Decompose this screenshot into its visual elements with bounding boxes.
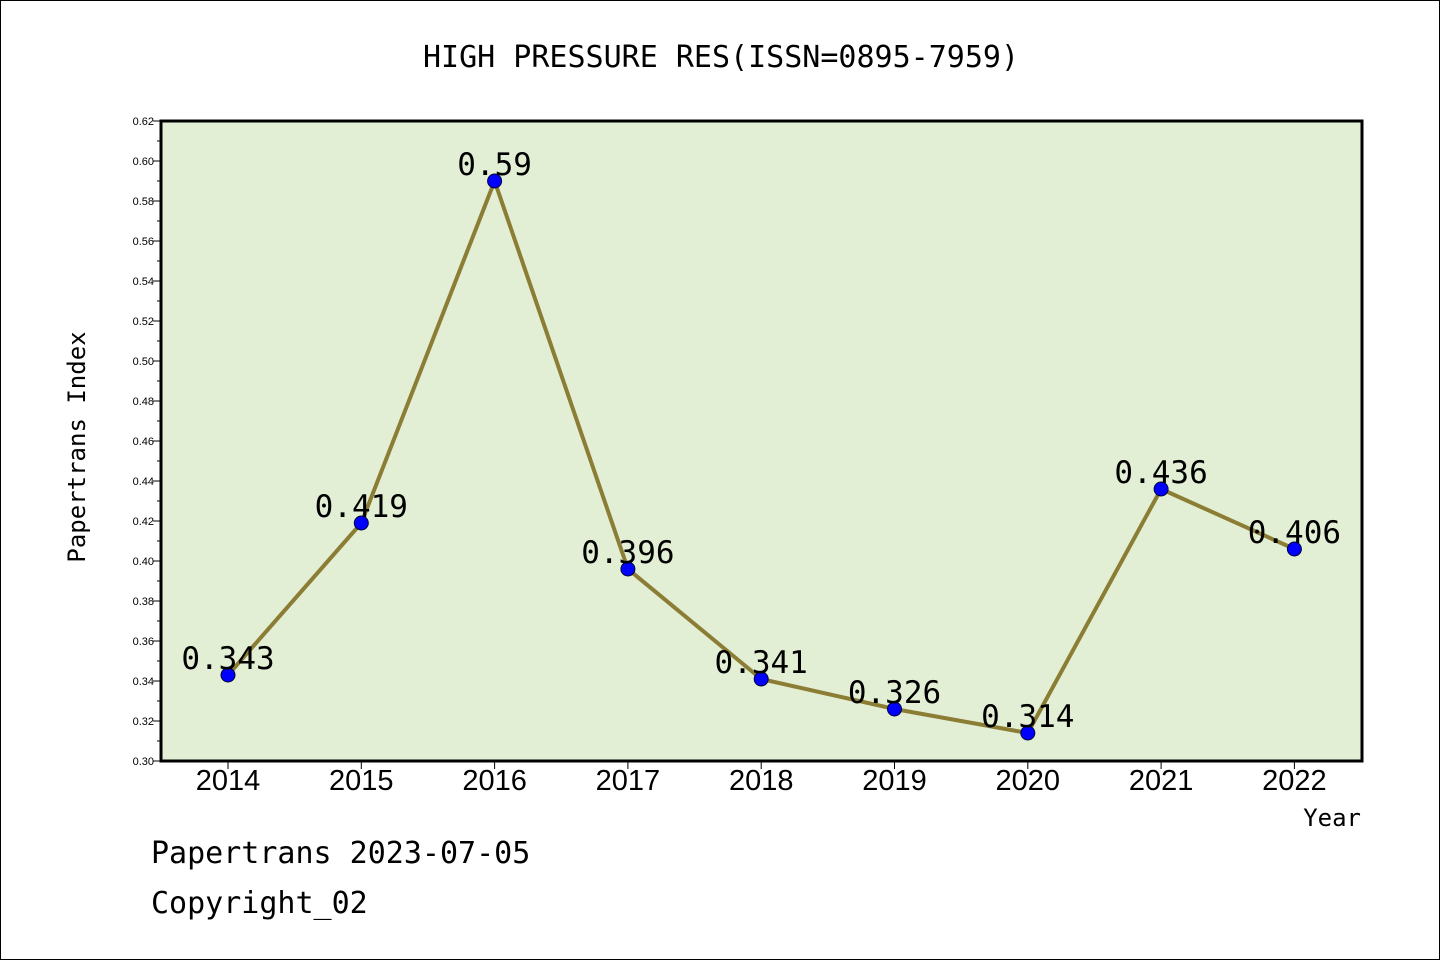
x-tick-label: 2016 xyxy=(462,765,527,797)
x-tick-label: 2022 xyxy=(1262,765,1327,797)
x-tick-label: 2017 xyxy=(596,765,661,797)
chart-title: HIGH PRESSURE RES(ISSN=0895-7959) xyxy=(423,40,1019,75)
y-axis: 0.30 0.32 0.34 0.36 0.38 0.40 0.42 0.44 0.46 0.48… xyxy=(133,116,161,768)
data-point xyxy=(220,667,236,683)
x-tick-label: 2020 xyxy=(996,765,1061,797)
data-label: 0.406 xyxy=(1248,515,1341,551)
data-label: 0.396 xyxy=(581,535,674,571)
data-label: 0.341 xyxy=(715,645,808,681)
x-axis: 2014 2015 2016 2017 2018 2019 2020 2021 2022 xyxy=(196,761,1327,797)
x-tick-label: 2019 xyxy=(862,765,927,797)
data-label: 0.59 xyxy=(457,147,532,183)
data-markers xyxy=(220,173,1302,741)
data-point xyxy=(1020,725,1036,741)
y-tick-label: 0.62 xyxy=(133,116,154,128)
data-label: 0.326 xyxy=(848,675,941,711)
footer-date: Papertrans 2023-07-05 xyxy=(151,836,531,871)
x-tick-label: 2014 xyxy=(196,765,261,797)
y-tick-label: 0.60 xyxy=(133,156,154,168)
footer-copyright: Copyright_02 xyxy=(151,886,368,921)
data-label: 0.343 xyxy=(181,641,274,677)
y-tick-label: 0.32 xyxy=(133,716,154,728)
y-tick-label: 0.50 xyxy=(133,356,154,368)
y-tick-label: 0.58 xyxy=(133,196,154,208)
plot-area xyxy=(159,119,1364,763)
data-label: 0.314 xyxy=(981,699,1074,735)
data-point xyxy=(887,701,902,717)
data-point xyxy=(353,515,369,531)
y-tick-label: 0.34 xyxy=(133,676,154,688)
data-point xyxy=(487,173,503,189)
y-axis-title: Papertrans Index xyxy=(63,331,91,562)
y-tick-label: 0.36 xyxy=(133,636,154,648)
data-labels: 0.343 0.419 0.59 0.396 0.341 0.326 0.314 0.436 0… xyxy=(181,147,1341,735)
x-tick-label: 2018 xyxy=(729,765,794,797)
data-point xyxy=(1153,481,1169,497)
x-tick-label: 2021 xyxy=(1129,765,1194,797)
y-tick-label: 0.30 xyxy=(133,756,154,768)
y-tick-label: 0.44 xyxy=(133,476,154,488)
y-tick-label: 0.38 xyxy=(133,596,154,608)
data-label: 0.419 xyxy=(315,489,408,525)
y-tick-label: 0.48 xyxy=(133,396,154,408)
y-tick-label: 0.56 xyxy=(133,236,154,248)
data-point xyxy=(753,671,769,687)
x-tick-label: 2015 xyxy=(329,765,394,797)
y-tick-label: 0.52 xyxy=(133,316,154,328)
data-point xyxy=(620,561,636,577)
x-axis-title: Year xyxy=(1303,804,1361,832)
data-point xyxy=(1286,541,1302,557)
y-tick-label: 0.54 xyxy=(133,276,154,288)
y-tick-label: 0.40 xyxy=(133,556,154,568)
y-tick-label: 0.46 xyxy=(133,436,154,448)
data-label: 0.436 xyxy=(1114,455,1207,491)
y-tick-label: 0.42 xyxy=(133,516,154,528)
